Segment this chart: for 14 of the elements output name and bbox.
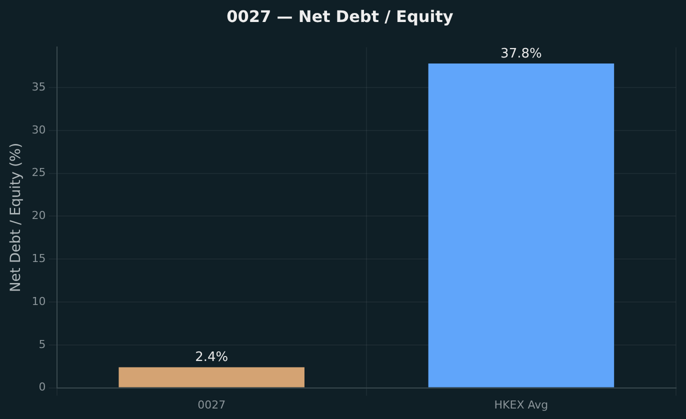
y-axis-title: Net Debt / Equity (%) bbox=[8, 142, 24, 292]
x-tick-label: HKEX Avg bbox=[494, 398, 548, 412]
y-tick-label: 35 bbox=[32, 80, 46, 94]
y-tick-label: 15 bbox=[32, 252, 46, 265]
y-tick-label: 10 bbox=[32, 294, 46, 308]
data-label: 2.4% bbox=[195, 350, 228, 366]
y-tick-label: 25 bbox=[32, 166, 46, 180]
y-tick-label: 0 bbox=[38, 380, 46, 394]
data-label: 37.8% bbox=[500, 46, 542, 62]
y-tick-label: 20 bbox=[32, 209, 46, 222]
chart-title: 0027 — Net Debt / Equity bbox=[226, 6, 454, 26]
y-tick-label: 30 bbox=[32, 123, 46, 136]
x-tick-label: 0027 bbox=[198, 398, 226, 412]
y-tick-label: 5 bbox=[38, 338, 46, 351]
